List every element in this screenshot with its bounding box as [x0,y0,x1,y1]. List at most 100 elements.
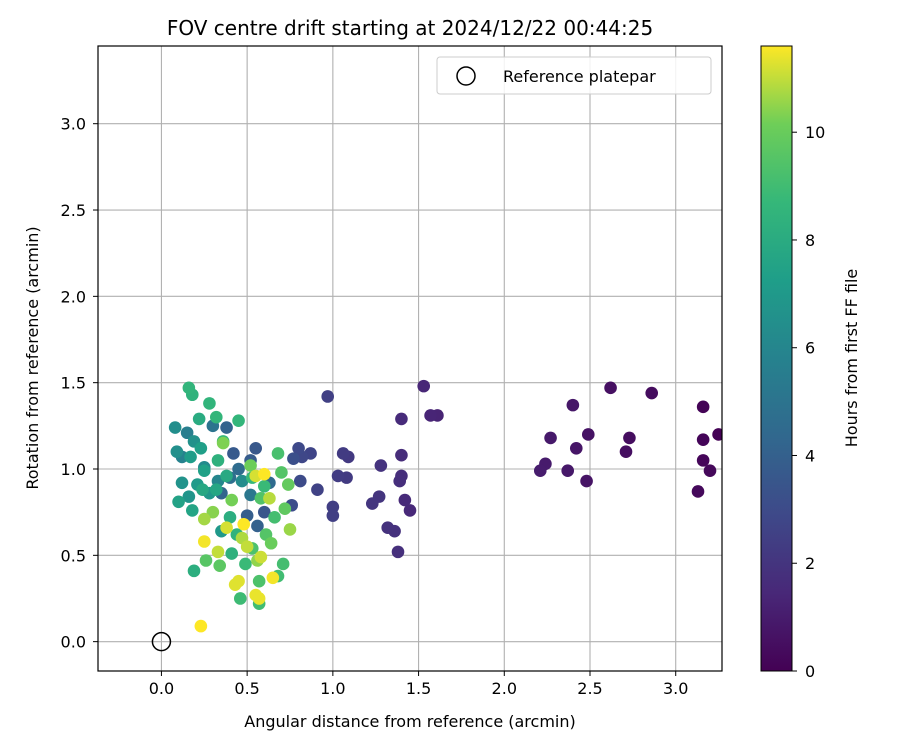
scatter-point [276,557,290,571]
scatter-point [254,550,268,564]
scatter-point [424,409,437,422]
x-axis-label: Angular distance from reference (arcmin) [244,712,575,731]
scatter-point [172,495,185,509]
scatter-point [398,493,412,507]
scatter-point [266,571,280,585]
x-axis-ticks: 0.0 0.5 1.0 1.5 2.0 2.5 3.0 [149,671,688,698]
scatter-point [252,592,266,605]
scatter-point [561,464,575,478]
scatter-point [331,469,345,483]
scatter-point [220,421,233,434]
scatter-point [235,474,249,488]
scatter-point [619,445,633,459]
scatter-point [263,492,276,505]
scatter-point [192,412,206,426]
scatter-point [311,483,324,497]
scatter-point [206,505,220,519]
x-tick-label: 1.5 [406,679,431,698]
reference-marker [151,631,172,652]
scatter-point [233,592,247,605]
scatter-point [257,467,271,481]
scatter-point [569,441,583,455]
scatter-point [604,381,617,395]
x-tick-label: 2.0 [492,679,517,698]
scatter-point [225,547,239,560]
colorbar-gradient [760,45,793,672]
scatter-point [180,426,194,440]
x-tick-label: 0.5 [234,679,259,698]
scatter-point [566,398,580,412]
y-tick-label: 3.0 [61,115,86,134]
y-tick-label: 2.5 [61,201,86,220]
scatter-point [275,466,288,479]
x-tick-label: 2.5 [577,679,602,698]
scatter-point [264,536,278,550]
scatter-point [185,504,199,517]
scatter-point [374,459,388,472]
scatter-point [184,450,197,464]
y-tick-label: 2.0 [61,287,86,306]
scatter-point [533,464,547,478]
scatter-point [278,502,292,516]
scatter-point [287,452,300,465]
scatter-point [240,540,254,553]
legend: Reference platepar [436,56,712,95]
colorbar-tick-label: 10 [805,123,825,142]
colorbar: 0 2 4 6 8 10 Hours from first FF file [760,45,861,681]
colorbar-tick-label: 0 [805,662,815,681]
scatter-point [168,421,182,434]
colorbar-label: Hours from first FF file [842,269,861,448]
scatter-point [251,519,264,533]
scatter-point [712,428,722,441]
scatter-point [213,559,227,572]
scatter-point [252,574,266,588]
y-tick-label: 1.5 [61,374,86,393]
scatter-point [227,447,240,460]
x-tick-label: 3.0 [663,679,688,698]
scatter-point [196,483,209,497]
scatter-point [182,381,196,395]
scatter-point [239,557,252,571]
scatter-point [268,511,281,524]
scatter-point [232,462,245,476]
scatter-point [321,390,335,403]
colorbar-ticks: 0 2 4 6 8 10 [792,123,825,681]
colorbar-tick-label: 2 [805,554,815,573]
scatter-point [257,505,271,519]
scatter-point [645,386,659,400]
scatter-point [220,521,233,534]
scatter-point [182,490,196,503]
scatter-point [696,454,710,467]
scatter-point [194,619,208,633]
scatter-point [326,500,340,514]
data-points [168,379,722,633]
x-tick-label: 1.0 [320,679,345,698]
scatter-point [336,447,350,460]
scatter-point [232,574,245,588]
scatter-point [244,459,257,472]
scatter-point [417,379,431,393]
scatter-point [197,512,211,526]
scatter-point [281,478,295,491]
grid-lines [98,46,722,671]
y-axis-label: Rotation from reference (arcmin) [23,226,42,489]
scatter-point [216,436,230,450]
scatter-point [187,564,201,578]
scatter-point [211,454,225,467]
scatter-point [223,511,237,524]
scatter-point [249,441,263,455]
scatter-point [544,431,557,445]
scatter-point [696,433,710,446]
scatter-point [232,414,245,427]
scatter-point [194,441,208,455]
scatter-point [403,504,417,517]
scatter-point [391,545,405,559]
y-axis-ticks: 0.0 0.5 1.0 1.5 2.0 2.5 3.0 [61,115,98,652]
scatter-point [326,509,340,522]
colorbar-tick-label: 8 [805,231,815,250]
scatter-point [244,488,257,502]
scatter-point [197,535,211,548]
chart-title: FOV centre drift starting at 2024/12/22 … [167,16,653,40]
x-tick-label: 0.0 [149,679,174,698]
